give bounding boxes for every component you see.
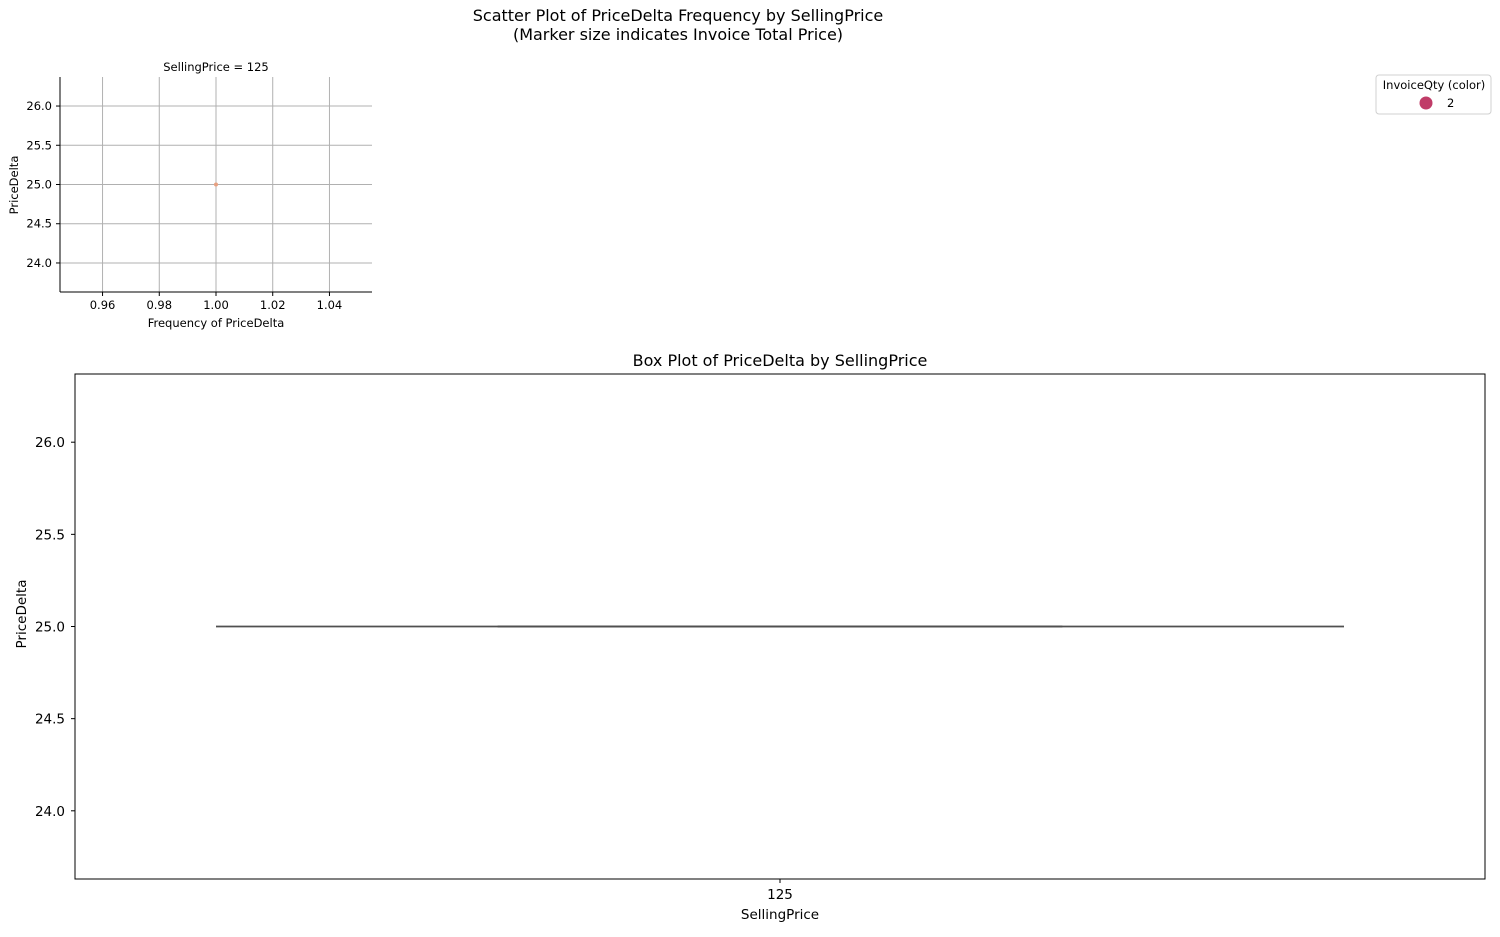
box-plot-title: Box Plot of PriceDelta by SellingPrice xyxy=(633,351,928,370)
scatter-x-tick-label: 0.96 xyxy=(90,298,116,312)
scatter-y-axis-label: PriceDelta xyxy=(7,156,21,215)
box-y-tick-label: 25.5 xyxy=(35,527,65,543)
legend-frame xyxy=(1375,74,1492,115)
scatter-y-tick-label: 24.5 xyxy=(26,217,52,231)
scatter-y-tick-label: 26.0 xyxy=(26,99,52,113)
legend-marker xyxy=(1419,96,1433,110)
scatter-gridlines xyxy=(60,77,372,292)
scatter-panel: SellingPrice = 125 0.96 0.98 1.00 1.02 1.04 … xyxy=(7,60,372,330)
figure-title-line2: (Marker size indicates Invoice Total Pri… xyxy=(513,25,843,44)
scatter-x-ticks: 0.96 0.98 1.00 1.02 1.04 xyxy=(90,292,343,312)
scatter-x-axis-label: Frequency of PriceDelta xyxy=(148,316,285,330)
scatter-point xyxy=(214,182,218,187)
box-y-tick-label: 25.0 xyxy=(35,620,65,636)
scatter-facet-title: SellingPrice = 125 xyxy=(163,60,269,74)
box-y-tick-label: 26.0 xyxy=(35,435,65,451)
scatter-x-tick-label: 1.04 xyxy=(317,298,343,312)
box-panel: Box Plot of PriceDelta by SellingPrice 1… xyxy=(14,351,1486,923)
box-y-tick-label: 24.5 xyxy=(35,712,65,728)
scatter-y-tick-label: 25.0 xyxy=(26,178,52,192)
box-x-axis-label: SellingPrice xyxy=(741,907,819,923)
scatter-x-tick-label: 0.98 xyxy=(146,298,172,312)
legend-entries: 2 xyxy=(1419,96,1454,110)
box-y-axis-label: PriceDelta xyxy=(14,580,30,649)
legend-title: InvoiceQty (color) xyxy=(1383,78,1485,92)
legend: InvoiceQty (color) 2 xyxy=(1375,74,1492,115)
box-x-ticks: 125 xyxy=(767,879,793,903)
scatter-y-ticks: 24.0 24.5 25.0 25.5 26.0 xyxy=(26,99,60,270)
box-x-tick-label: 125 xyxy=(767,887,793,903)
scatter-x-tick-label: 1.02 xyxy=(260,298,286,312)
figure-title-line1: Scatter Plot of PriceDelta Frequency by … xyxy=(473,6,883,25)
scatter-y-tick-label: 24.0 xyxy=(26,256,52,270)
box-y-ticks: 24.0 24.5 25.0 25.5 26.0 xyxy=(35,435,75,820)
scatter-points xyxy=(214,182,218,187)
legend-entry-label: 2 xyxy=(1447,96,1454,110)
scatter-y-tick-label: 25.5 xyxy=(26,138,52,152)
box-y-tick-label: 24.0 xyxy=(35,804,65,820)
scatter-x-tick-label: 1.00 xyxy=(203,298,229,312)
